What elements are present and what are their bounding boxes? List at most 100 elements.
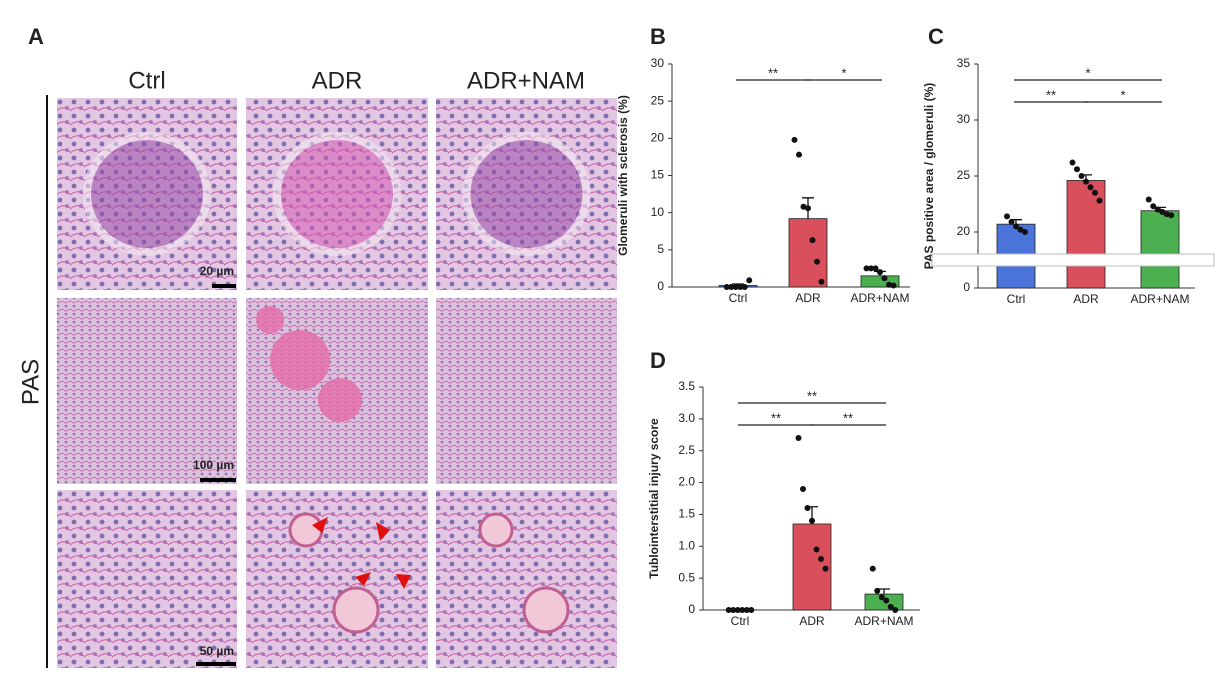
significance-label: ** [771,410,781,425]
x-tick-label: ADR [799,614,825,628]
data-point [746,277,753,284]
x-tick-label: Ctrl [1007,292,1026,306]
cast [256,306,284,334]
data-point [800,203,807,210]
significance-label: ** [843,410,853,425]
data-point [1096,197,1103,204]
y-tick-label: 15 [651,168,665,182]
x-tick-label: ADR+NAM [854,614,913,628]
data-point [818,556,824,563]
significance-label: * [1120,87,1125,102]
x-tick-label: ADR [1073,292,1099,306]
x-tick-label: ADR [795,291,821,305]
y-tick-label: 1.0 [678,538,695,552]
y-tick-label: 2.0 [678,475,695,489]
y-tick-label: 0 [657,279,664,293]
panel-label: D [650,348,666,373]
data-point [1163,211,1170,218]
data-point [809,237,816,244]
data-point [877,269,883,276]
glomerulus [83,132,211,256]
y-tick-label: 35 [957,56,971,70]
data-point [1087,184,1094,191]
panel-label: A [28,24,44,49]
data-point [863,265,870,272]
data-point [796,151,802,158]
data-point [1013,223,1019,230]
micrograph [57,298,237,484]
column-header: ADR [312,67,363,94]
column-header: Ctrl [128,67,165,94]
significance-label: ** [1046,87,1056,102]
data-point [1092,189,1098,196]
y-tick-label: 25 [651,93,665,107]
data-point [869,565,876,572]
micrograph [57,490,237,668]
data-point [874,587,881,594]
y-tick-label: 5 [657,242,664,256]
data-point [813,546,820,553]
y-tick-label: 2.5 [678,443,695,457]
data-point [1008,218,1015,225]
data-point [1004,213,1010,220]
significance-label: * [841,65,846,80]
data-point [804,505,811,512]
data-point [809,517,815,524]
micrographs [57,98,617,668]
data-point [723,284,730,290]
data-point [886,281,892,288]
data-point [890,282,897,289]
arrowhead [355,572,371,586]
data-point [728,284,735,290]
micrograph [436,298,617,484]
data-point [737,284,744,290]
y-tick-label: 30 [651,56,665,70]
y-tick-label: 3.5 [678,379,695,393]
panel-label: C [928,24,944,49]
data-point [748,607,755,613]
data-point [887,603,894,610]
scale-bar [200,478,236,482]
data-point [734,607,741,613]
data-point [732,284,739,290]
data-point [725,607,732,613]
scale-label: 20 µm [200,264,234,278]
y-tick-label: 0.5 [678,570,695,584]
cast [478,512,514,548]
data-point [881,275,888,282]
panel-label: B [650,24,666,49]
data-point [1074,166,1080,173]
arrowhead [396,574,411,589]
y-tick-label: 10 [651,205,665,219]
data-point [1159,208,1166,215]
significance-label: ** [807,388,817,403]
data-point [1078,173,1085,179]
column-header: ADR+NAM [467,67,585,94]
scale-label: 50 µm [200,644,234,658]
data-point [739,607,746,613]
data-point [1150,203,1157,210]
bar [1066,180,1106,289]
y-tick-label: 0 [963,280,970,294]
significance-label: * [1085,65,1090,80]
significance-label: ** [768,65,778,80]
y-tick-label: 0 [688,602,695,616]
data-point [730,607,737,613]
axis-break [931,253,1215,267]
data-point [878,594,885,601]
data-point [800,485,806,492]
bar [1140,210,1180,289]
data-point [791,136,798,143]
y-axis-label: PAS positive area / glomeruli (%) [922,83,936,270]
glomerulus [462,132,591,256]
data-point [814,258,820,265]
micrograph [436,490,617,668]
data-point [1069,159,1076,166]
data-point [872,265,879,272]
y-tick-label: 1.5 [678,507,695,521]
bar [788,218,828,288]
data-point [822,565,829,572]
x-tick-label: ADR+NAM [1130,292,1189,306]
data-point [1168,212,1175,219]
